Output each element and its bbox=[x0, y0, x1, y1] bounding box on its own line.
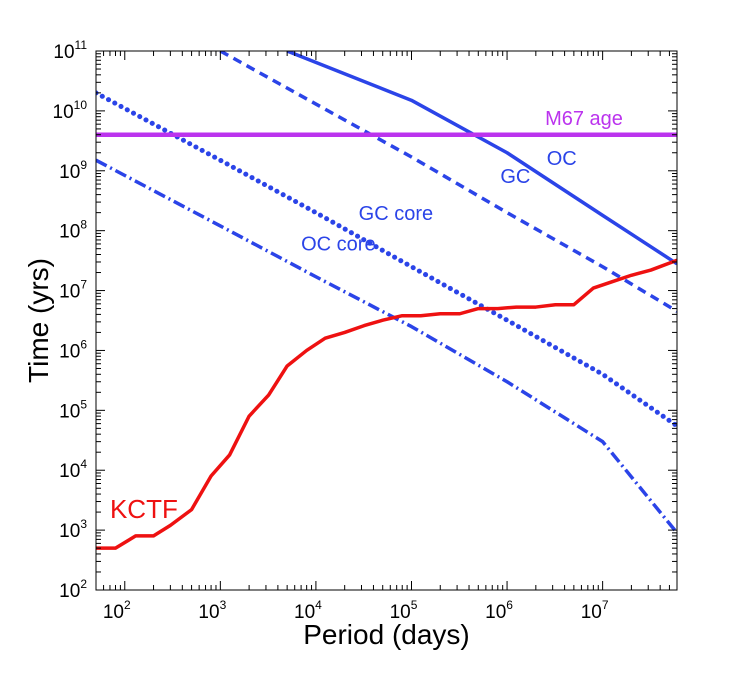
x-tick-label: 104 bbox=[294, 598, 322, 623]
annotation-oc: OC bbox=[547, 148, 577, 170]
y-tick-label: 1010 bbox=[53, 98, 88, 123]
x-axis-title: Period (days) bbox=[303, 619, 470, 650]
y-tick-label: 104 bbox=[59, 457, 87, 482]
y-tick-label: 108 bbox=[59, 218, 87, 243]
series-line-oc-core bbox=[96, 158, 677, 534]
annotation-gc: GC bbox=[500, 166, 530, 188]
y-tick-label: 107 bbox=[59, 278, 87, 303]
x-tick-label: 105 bbox=[390, 598, 418, 623]
y-tick-label: 102 bbox=[59, 577, 87, 602]
y-tick-label: 105 bbox=[59, 397, 87, 422]
labels-layer: 102 103 104 105 106 107 102 103 104 105 106 107 108 1… bbox=[53, 38, 623, 623]
series-line-gc-core bbox=[96, 90, 677, 429]
x-tick-label: 103 bbox=[198, 598, 226, 623]
x-tick-label: 102 bbox=[103, 598, 131, 623]
series-line-gc bbox=[219, 51, 677, 313]
annotation-gc-core: GC core bbox=[359, 203, 433, 225]
series-line-oc bbox=[286, 51, 677, 266]
y-tick-label: 1011 bbox=[53, 38, 87, 63]
series-layer bbox=[96, 51, 677, 550]
plot-frame bbox=[95, 50, 678, 591]
y-tick-label: 109 bbox=[59, 158, 87, 183]
annotation-m67-age: M67 age bbox=[545, 108, 623, 130]
y-tick-label: 106 bbox=[59, 337, 87, 362]
y-axis-title: Time (yrs) bbox=[23, 258, 54, 383]
series-line-kctf bbox=[96, 258, 677, 550]
annotation-oc-core: OC core bbox=[301, 233, 375, 255]
x-tick-label: 106 bbox=[485, 598, 513, 623]
x-tick-label: 107 bbox=[581, 598, 609, 623]
annotation-kctf: KCTF bbox=[110, 494, 178, 524]
y-tick-label: 103 bbox=[59, 517, 87, 542]
axes-layer bbox=[95, 50, 678, 591]
